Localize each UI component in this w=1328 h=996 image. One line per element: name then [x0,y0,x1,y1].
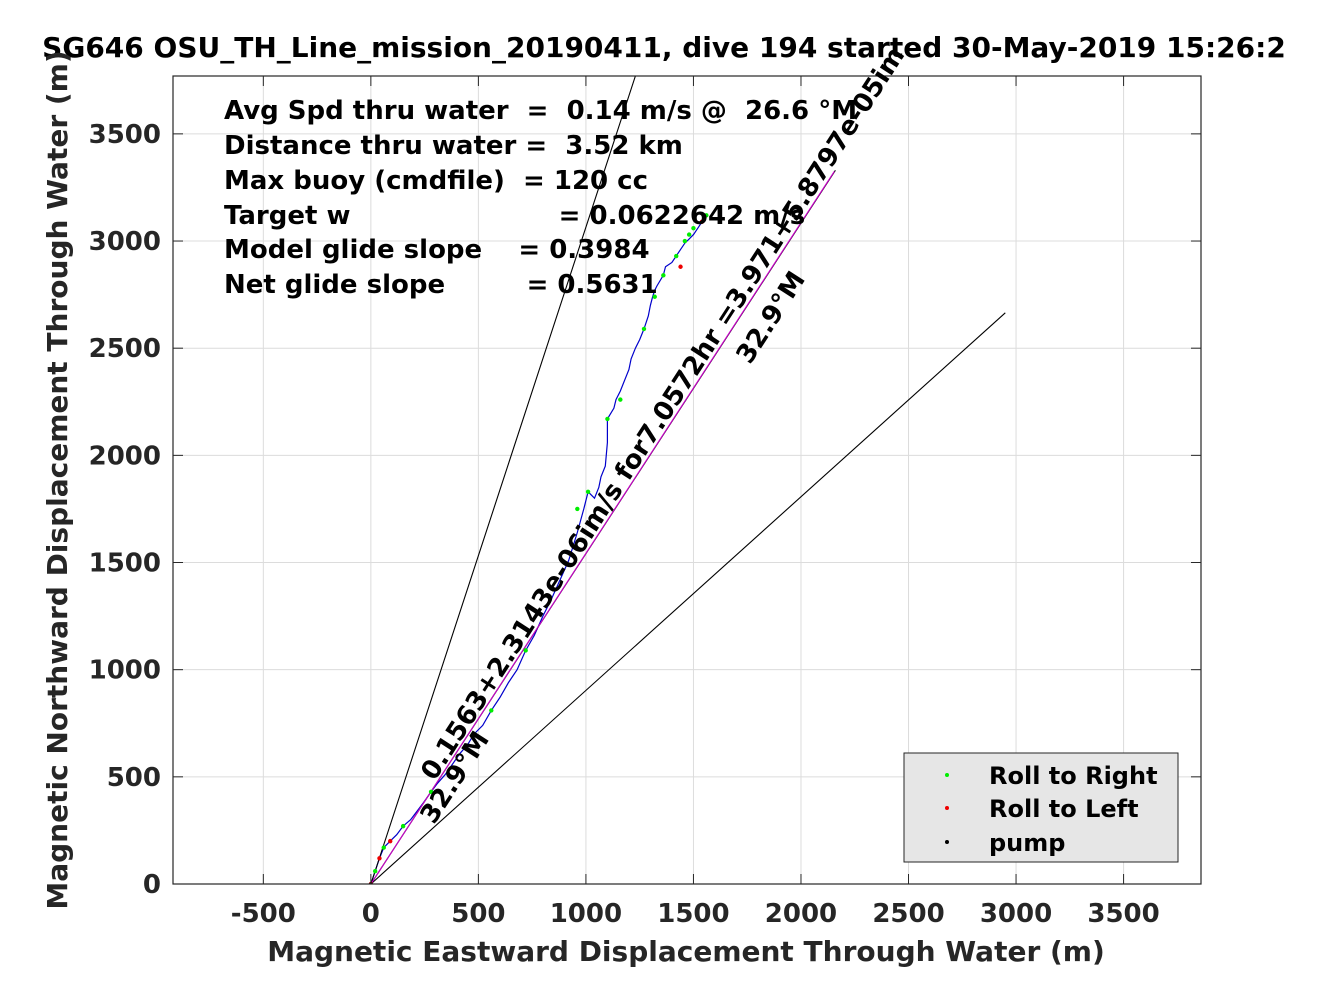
series-group [368,76,1006,884]
x-tick-label: 3000 [980,899,1052,929]
legend-label-roll-to-left: Roll to Left [989,795,1139,823]
grid [173,76,1201,885]
legend-label-pump: pump [989,829,1065,857]
y-axis-label: Magnetic Northward Displacement Through … [41,50,74,909]
current-line-series [370,171,835,884]
heading-line-series [370,312,1006,884]
marker-roll-to-right [381,845,386,850]
y-tick-label: 3500 [89,120,161,150]
stat-distance: Distance thru water = 3.52 km [224,131,683,161]
legend: Roll to Right Roll to Left pump [903,752,1179,863]
legend-swatch-pump [945,840,949,844]
y-tick-label: 1000 [89,656,161,686]
tick-layer: -500 0 500 1000 1500 2000 2500 3000 3500 0 500 1000… [89,76,1201,929]
x-tick-label: 2000 [765,899,837,929]
marker-roll-to-right [652,294,657,299]
x-tick-label: 1000 [550,899,622,929]
marker-roll-to-right [641,326,647,332]
stats-annotation: Avg Spd thru water = 0.14 m/s @ 26.6 °M … [224,96,857,300]
marker-roll-to-right [661,273,666,278]
x-tick-label: 2500 [872,899,944,929]
marker-roll-to-left [377,856,382,861]
marker-roll-to-right [471,731,477,737]
plot-area [173,76,1201,884]
y-tick-label: 1500 [89,549,161,579]
heading-line-series [370,76,636,884]
marker-roll-to-right [674,253,679,259]
marker-roll-to-right [682,238,688,244]
marker-roll-to-right [489,708,494,713]
x-tick-label: 1500 [657,899,729,929]
stat-avg-speed: Avg Spd thru water = 0.14 m/s @ 26.6 °M [224,96,857,126]
y-tick-label: 500 [107,763,161,793]
marker-roll-to-right [704,213,709,218]
marker-roll-to-left [678,264,683,269]
marker-roll-to-right [585,489,591,494]
marker-roll-to-right [605,416,610,422]
marker-roll-to-right [523,648,528,653]
y-tick-label: 3000 [89,227,161,257]
stat-target-w: Target w = 0.0622642 m/s [224,201,805,231]
series-layer [368,76,1006,884]
x-tick-label: 0 [362,899,380,929]
x-axis-label: Magnetic Eastward Displacement Through W… [267,935,1105,968]
legend-swatch-roll-to-left [945,806,949,810]
legend-box [903,752,1179,863]
legend-label-roll-to-right: Roll to Right [989,762,1158,790]
marker-roll-to-right [372,868,378,874]
marker-roll-to-left [699,219,705,224]
x-tick-label: 500 [451,899,505,929]
marker-roll-to-right [400,823,406,829]
marker-roll-to-right [691,225,696,231]
marker-roll-to-right [686,232,692,237]
y-tick-label: 2000 [89,441,161,471]
stat-model-glide-slope: Model glide slope = 0.3984 [224,235,650,265]
marker-roll-to-right [575,506,580,512]
stat-net-glide-slope: Net glide slope = 0.5631 [224,270,658,300]
y-tick-label: 2500 [89,334,161,364]
x-tick-label: -500 [231,899,296,929]
marker-roll-to-right [428,789,434,795]
chart-title: SG646 OSU_TH_Line_mission_20190411, dive… [42,31,1286,64]
x-tick-label: 3500 [1087,899,1159,929]
marker-roll-to-right [618,397,623,402]
y-tick-label: 0 [143,870,161,900]
stat-max-buoy: Max buoy (cmdfile) = 120 cc [224,166,648,196]
legend-swatch-roll-to-right [945,773,949,777]
plot-frame [172,75,1202,885]
marker-roll-to-left [388,838,393,844]
